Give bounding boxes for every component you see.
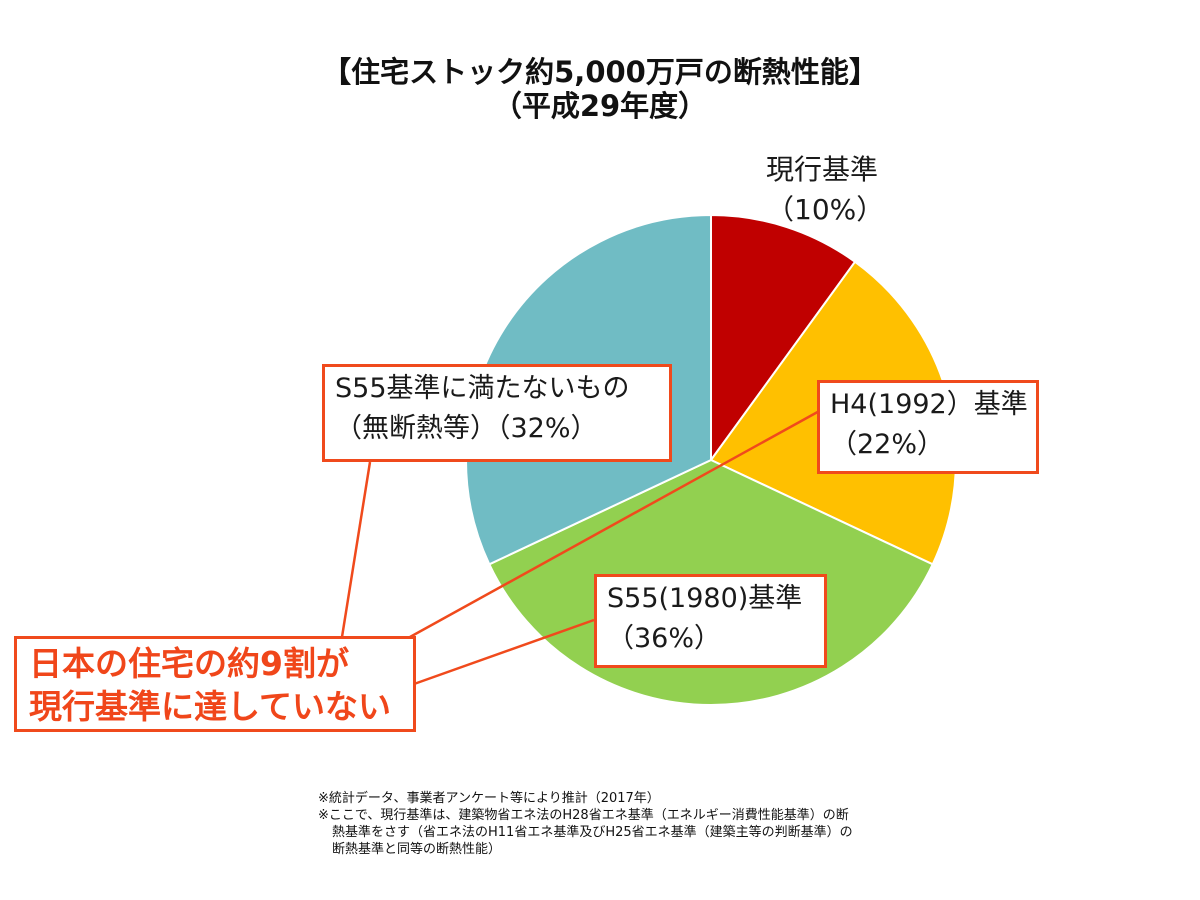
chart-subtitle: （平成29年度）: [492, 89, 708, 123]
slice-label-h4-name: H4(1992）基準: [830, 389, 1028, 420]
slice-label-s55-percent: （36%）: [607, 623, 722, 654]
slice-label-below-s55-name: S55基準に満たないもの: [335, 373, 630, 404]
slice-label-current-standard: 現行基準 （10%）: [766, 150, 884, 230]
footnote-2-cont-1: 熱基準をさす（省エネ法のH11省エネ基準及びH25省エネ基準（建築主等の判断基準…: [332, 825, 853, 840]
footnote-1: ※統計データ、事業者アンケート等により推計（2017年）: [318, 791, 660, 806]
leader-lines: [340, 407, 824, 686]
leader-line-h4: [409, 407, 824, 639]
callout-box: 日本の住宅の約9割が 現行基準に達していない: [14, 636, 416, 732]
pie-slice-current-standard: [710, 213, 857, 464]
leader-line-s55: [413, 618, 595, 686]
slice-label-below-s55: S55基準に満たないもの （無断熱等）（32%）: [322, 364, 672, 462]
footnote-2-cont-2: 断熱基準と同等の断熱性能）: [332, 842, 502, 857]
footnote-2: ※ここで、現行基準は、建築物省エネ法のH28省エネ基準（エネルギー消費性能基準）…: [318, 808, 849, 823]
slice-label-current-name: 現行基準: [766, 153, 879, 186]
leader-line-s55none: [340, 461, 372, 638]
slice-label-h4-standard: H4(1992）基準 （22%）: [817, 380, 1039, 474]
footnotes: ※統計データ、事業者アンケート等により推計（2017年） ※ここで、現行基準は、…: [318, 790, 938, 858]
slice-label-current-percent: （10%）: [766, 193, 885, 226]
callout-line-2: 現行基準に達していない: [29, 687, 392, 726]
slice-label-below-s55-percent: （無断熱等）（32%）: [335, 413, 598, 444]
chart-title: 【住宅ストック約5,000万戸の断熱性能】: [322, 55, 878, 89]
slice-label-s55-standard: S55(1980)基準 （36%）: [594, 574, 827, 668]
callout-line-1: 日本の住宅の約9割が: [29, 644, 349, 683]
slice-label-s55-name: S55(1980)基準: [607, 583, 803, 614]
slice-label-h4-percent: （22%）: [830, 429, 945, 460]
